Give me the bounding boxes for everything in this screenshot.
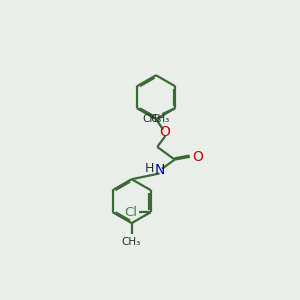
Text: O: O [159, 125, 170, 139]
Text: N: N [154, 163, 165, 177]
Text: Cl: Cl [124, 206, 137, 219]
Text: H: H [145, 162, 154, 175]
Text: CH₃: CH₃ [151, 114, 170, 124]
Text: O: O [193, 150, 203, 164]
Text: CH₃: CH₃ [121, 237, 140, 247]
Text: CH₃: CH₃ [142, 114, 161, 124]
